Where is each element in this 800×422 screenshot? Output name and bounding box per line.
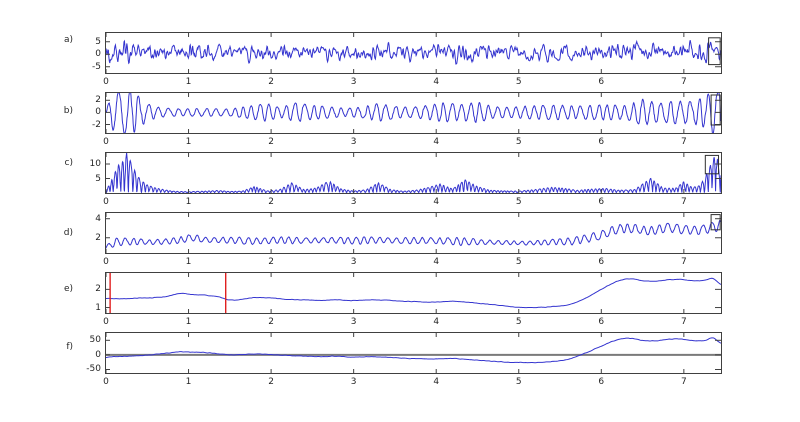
x-tick-label: 6 — [598, 197, 605, 207]
y-tick-label: 50 — [89, 335, 101, 346]
y-tick-label: 5 — [95, 36, 101, 47]
x-tick-label: 5 — [515, 257, 522, 267]
x-tick-label: 4 — [433, 77, 440, 87]
x-tick-label: 6 — [598, 317, 605, 327]
y-tick-label: 10 — [89, 159, 101, 169]
signal-trace-e — [106, 277, 721, 309]
x-tick-label: 0 — [103, 257, 109, 267]
x-tick-label: 5 — [515, 377, 522, 387]
x-tick-label: 1 — [185, 197, 192, 207]
subplot-letter-label-f: f) — [66, 341, 73, 352]
subplot-a-axes[interactable] — [105, 32, 722, 74]
y-tick-label: 0 — [95, 349, 101, 360]
subplot-f-plot-area — [106, 333, 721, 373]
x-tick-label: 0 — [103, 77, 109, 87]
x-tick-label: 2 — [268, 137, 274, 147]
x-tick-label: 2 — [268, 197, 274, 207]
subplot-e-axes[interactable] — [105, 272, 722, 314]
x-tick-label: 7 — [680, 317, 687, 327]
x-tick-label: 7 — [680, 197, 687, 207]
subplot-d-axes[interactable] — [105, 212, 722, 254]
x-tick-label: 2 — [268, 77, 274, 87]
x-tick-label: 3 — [350, 317, 357, 327]
x-tick-label: 0 — [103, 137, 109, 147]
x-tick-label: 3 — [350, 197, 357, 207]
x-tick-label: 5 — [515, 317, 522, 327]
x-tick-label: 1 — [185, 257, 192, 267]
y-tick-label: 5 — [95, 173, 101, 184]
subplot-c-axes[interactable] — [105, 152, 722, 194]
x-tick-label: 4 — [433, 257, 440, 267]
x-tick-label: 5 — [515, 77, 522, 87]
signal-trace-c — [106, 153, 721, 193]
x-tick-label: 2 — [268, 257, 274, 267]
y-tick-label: 2 — [95, 232, 101, 243]
x-tick-label: 4 — [433, 137, 440, 147]
signal-trace-b — [106, 93, 721, 133]
x-tick-label: 1 — [185, 317, 192, 327]
x-tick-label: 3 — [350, 77, 357, 87]
end-marker-box — [710, 94, 721, 126]
x-tick-label: 4 — [433, 377, 440, 387]
subplot-f-axes[interactable] — [105, 332, 722, 374]
x-tick-label: 6 — [598, 257, 605, 267]
signal-trace-a — [106, 39, 721, 65]
y-tick-label: -2 — [92, 119, 101, 130]
y-tick-label: -50 — [86, 364, 101, 375]
x-tick-label: 3 — [350, 257, 357, 267]
signal-trace-d — [106, 219, 721, 249]
x-tick-label: 7 — [680, 77, 687, 87]
y-tick-label: 4 — [95, 213, 101, 224]
x-tick-label: 7 — [680, 137, 687, 147]
x-tick-label: 7 — [680, 377, 687, 387]
y-tick-label: 1 — [95, 302, 101, 313]
y-tick-label: 2 — [95, 95, 101, 106]
x-tick-label: 4 — [433, 197, 440, 207]
y-tick-label: 0 — [95, 107, 101, 118]
subplot-letter-label-d: d) — [63, 228, 73, 238]
x-tick-label: 6 — [598, 377, 605, 387]
x-tick-label: 3 — [350, 137, 357, 147]
x-tick-label: 2 — [268, 317, 274, 327]
x-tick-label: 5 — [515, 137, 522, 147]
x-tick-label: 5 — [515, 197, 522, 207]
x-tick-label: 0 — [103, 377, 109, 387]
x-tick-label: 1 — [185, 137, 192, 147]
x-tick-label: 6 — [598, 137, 605, 147]
x-tick-label: 2 — [268, 377, 274, 387]
x-tick-label: 1 — [185, 77, 192, 87]
subplot-a-plot-area — [106, 33, 721, 73]
x-tick-label: 4 — [433, 317, 440, 327]
x-tick-label: 3 — [350, 377, 357, 387]
subplot-b-plot-area — [106, 93, 721, 133]
y-tick-label: 2 — [95, 284, 101, 295]
signal-trace-f — [106, 337, 721, 364]
subplot-e-plot-area — [106, 273, 721, 313]
subplot-letter-label-b: b) — [63, 105, 73, 116]
y-tick-label: 0 — [95, 49, 101, 60]
x-tick-label: 7 — [680, 257, 687, 267]
y-tick-label: -5 — [92, 61, 101, 72]
end-marker-box — [710, 214, 721, 231]
subplot-c-plot-area — [106, 153, 721, 193]
x-tick-label: 6 — [598, 77, 605, 87]
subplot-letter-label-a: a) — [63, 35, 73, 46]
x-tick-label: 0 — [103, 197, 109, 207]
x-tick-label: 0 — [103, 317, 109, 327]
subplot-letter-label-e: e) — [63, 283, 73, 294]
subplot-letter-label-c: c) — [64, 157, 73, 168]
end-marker-box — [704, 154, 720, 175]
subplot-b-axes[interactable] — [105, 92, 722, 134]
end-marker-box — [708, 37, 721, 66]
x-tick-label: 1 — [185, 377, 192, 387]
subplot-d-plot-area — [106, 213, 721, 253]
